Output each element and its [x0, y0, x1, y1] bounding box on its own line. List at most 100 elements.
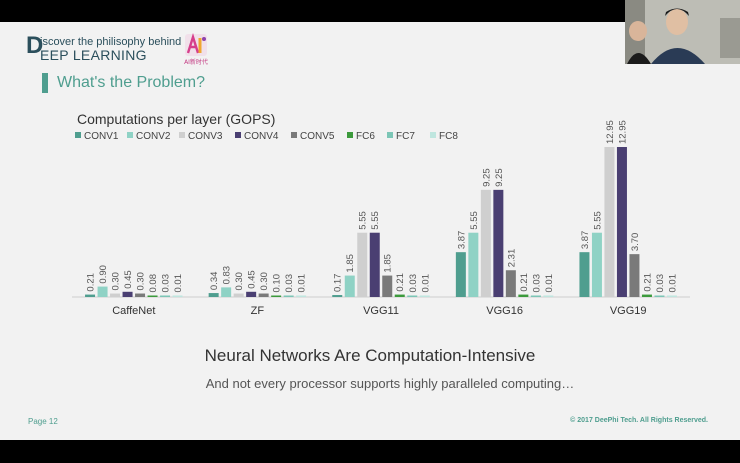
bar-vgg16-fc7 [530, 295, 541, 297]
data-label-caffenet-fc6: 0.08 [148, 274, 159, 293]
bar-vgg16-conv2 [468, 232, 479, 297]
data-label-vgg11-conv3: 5.55 [358, 211, 369, 230]
data-label-zf-conv1: 0.34 [209, 272, 220, 291]
section-title: What's the Problem? [57, 74, 206, 91]
legend-swatch-conv4 [235, 132, 241, 138]
svg-text:AI新时代: AI新时代 [184, 58, 208, 66]
webcam-video-thumbnail [625, 0, 740, 64]
data-label-vgg19-fc8: 0.01 [667, 274, 678, 293]
bar-caffenet-conv5 [135, 293, 146, 297]
legend-label-conv5: CONV5 [300, 131, 335, 142]
sub-caption: And not every processor supports highly … [205, 376, 575, 391]
bar-caffenet-conv4 [122, 291, 133, 297]
legend-swatch-conv5 [291, 132, 297, 138]
bar-chart: Computations per layer (GOPS) CONV1 CONV2 C… [72, 111, 690, 317]
bar-caffenet-conv2 [97, 286, 108, 297]
bar-vgg16-fc8 [543, 295, 554, 297]
data-label-caffenet-conv5: 0.30 [136, 272, 147, 291]
legend-label-conv1: CONV1 [84, 131, 119, 142]
legend-label-fc7: FC7 [396, 131, 415, 142]
bar-zf-conv3 [233, 293, 244, 297]
category-label-caffenet: CaffeNet [112, 305, 155, 317]
bar-vgg19-fc8 [666, 295, 677, 297]
data-label-vgg11-conv4: 5.55 [370, 211, 381, 230]
chart-title: Computations per layer (GOPS) [77, 111, 275, 127]
bar-zf-fc7 [283, 295, 294, 297]
bar-vgg16-fc6 [518, 294, 529, 297]
legend-label-conv3: CONV3 [188, 131, 223, 142]
data-label-vgg19-conv5: 3.70 [630, 233, 641, 252]
bar-zf-fc6 [271, 295, 282, 297]
bar-vgg11-conv5 [382, 275, 393, 297]
data-label-vgg19-conv4: 12.95 [617, 120, 628, 144]
data-label-vgg19-conv1: 3.87 [580, 231, 591, 250]
bar-vgg19-conv4 [616, 147, 627, 297]
legend-label-fc8: FC8 [439, 131, 458, 142]
data-label-vgg11-fc8: 0.01 [420, 274, 431, 293]
section-accent-bar [42, 73, 48, 93]
bar-vgg16-conv3 [480, 189, 491, 297]
data-label-caffenet-conv1: 0.21 [86, 273, 97, 292]
data-label-zf-fc7: 0.03 [284, 274, 295, 293]
logo-line2: EEP LEARNING [40, 47, 147, 63]
legend-label-fc6: FC6 [356, 131, 375, 142]
data-label-vgg11-conv2: 1.85 [345, 254, 356, 272]
legend-swatch-conv1 [75, 132, 81, 138]
data-label-vgg19-conv3: 12.95 [605, 120, 616, 144]
data-label-vgg16-conv3: 9.25 [481, 168, 492, 187]
data-label-caffenet-conv3: 0.30 [111, 272, 122, 291]
bar-zf-conv5 [258, 293, 269, 297]
legend-label-conv4: CONV4 [244, 131, 279, 142]
bar-vgg11-conv2 [344, 275, 355, 297]
bar-vgg11-conv4 [369, 232, 380, 297]
data-label-caffenet-fc7: 0.03 [161, 274, 172, 293]
bar-caffenet-fc6 [147, 295, 158, 297]
ai-badge-icon: AI新时代 [184, 32, 208, 66]
headline-caption: Neural Networks Are Computation-Intensiv… [204, 346, 536, 365]
bar-vgg16-conv1 [455, 252, 466, 297]
data-label-zf-conv4: 0.45 [247, 270, 258, 289]
bar-vgg19-fc7 [654, 295, 665, 297]
bar-vgg11-conv1 [332, 295, 343, 297]
bar-vgg19-conv3 [604, 147, 615, 297]
data-label-zf-fc6: 0.10 [272, 274, 283, 293]
category-label-zf: ZF [251, 305, 265, 317]
legend-swatch-fc7 [387, 132, 393, 138]
bar-vgg19-conv1 [579, 252, 590, 297]
data-label-vgg11-fc6: 0.21 [395, 273, 406, 292]
data-label-zf-conv3: 0.30 [234, 272, 245, 291]
bar-vgg19-fc6 [641, 294, 652, 297]
data-label-vgg16-conv4: 9.25 [494, 168, 505, 186]
legend-swatch-fc6 [347, 132, 353, 138]
data-label-vgg16-conv5: 2.31 [506, 249, 517, 267]
bar-vgg11-fc6 [394, 294, 405, 297]
data-label-vgg16-conv1: 3.87 [456, 231, 467, 250]
bar-vgg11-fc7 [407, 295, 418, 297]
bar-vgg16-conv5 [505, 270, 516, 297]
legend-label-conv2: CONV2 [136, 131, 171, 142]
logo-line1: iscover the philisophy behind [40, 36, 182, 48]
data-label-vgg19-fc7: 0.03 [655, 274, 666, 293]
data-label-vgg16-fc7: 0.03 [531, 274, 542, 293]
data-label-caffenet-conv4: 0.45 [123, 270, 134, 289]
bar-vgg19-conv5 [629, 254, 640, 297]
category-label-vgg11: VGG11 [363, 305, 399, 317]
bar-zf-conv4 [246, 291, 257, 297]
category-label-vgg19: VGG19 [610, 305, 647, 317]
logo-initial: D [26, 32, 44, 59]
data-label-zf-conv2: 0.83 [222, 266, 233, 285]
bar-vgg16-conv4 [493, 189, 504, 297]
data-label-caffenet-fc8: 0.01 [173, 274, 184, 293]
data-label-vgg16-fc8: 0.01 [544, 274, 555, 293]
bar-vgg19-conv2 [591, 232, 602, 297]
legend-swatch-conv3 [179, 132, 185, 138]
data-label-vgg16-fc6: 0.21 [519, 273, 530, 292]
copyright: © 2017 DeePhi Tech. All Rights Reserved. [570, 417, 708, 424]
legend-swatch-fc8 [430, 132, 436, 138]
bar-caffenet-conv1 [85, 294, 96, 297]
data-label-caffenet-conv2: 0.90 [98, 265, 109, 284]
bar-caffenet-fc8 [172, 295, 183, 297]
bar-caffenet-conv3 [110, 293, 121, 297]
data-label-zf-conv5: 0.30 [259, 272, 270, 291]
